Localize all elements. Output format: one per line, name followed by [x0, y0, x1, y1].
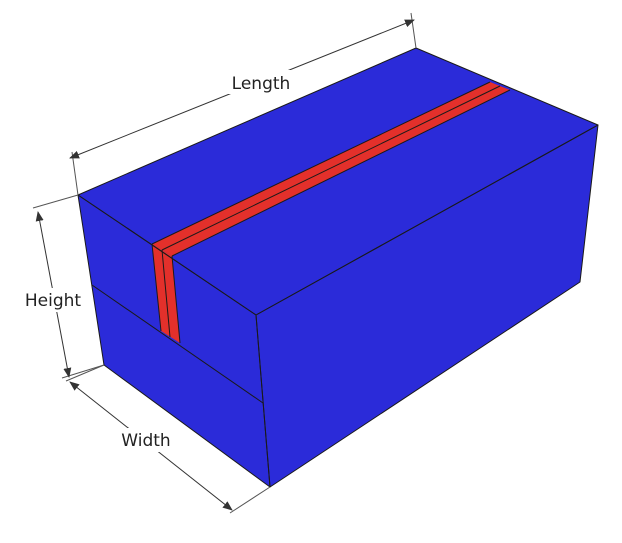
width-extension-left — [65, 364, 105, 382]
width-dimension: Width — [65, 364, 271, 514]
height-label: Height — [25, 291, 82, 311]
tape-top-strip — [152, 82, 510, 256]
length-label: Length — [232, 74, 291, 94]
packing-tape — [151, 81, 511, 344]
length-extension-right — [410, 12, 417, 49]
box — [77, 47, 599, 488]
width-label: Width — [121, 431, 170, 451]
width-extension-right — [229, 486, 271, 514]
flap-seam — [91, 284, 264, 404]
box-right-face — [256, 125, 598, 487]
box-top-face — [78, 48, 598, 315]
height-extension-top — [32, 194, 79, 209]
height-dimension: Height — [20, 194, 105, 379]
length-dimension: Length — [69, 12, 417, 196]
length-extension-left — [71, 151, 79, 196]
